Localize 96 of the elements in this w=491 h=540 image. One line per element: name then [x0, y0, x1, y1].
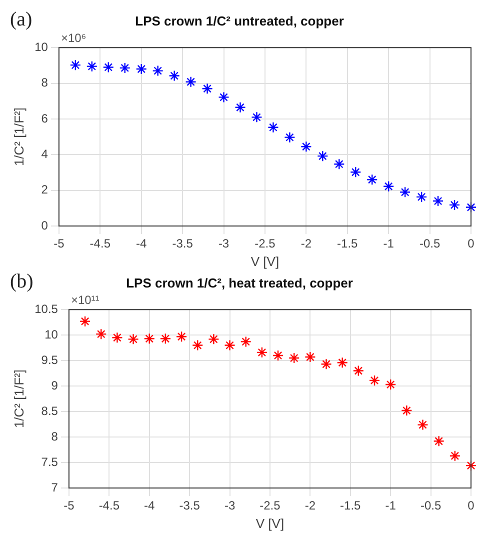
point [368, 374, 380, 386]
y-tick-label: 0 [41, 218, 48, 232]
point [79, 316, 91, 327]
text: ×10¹¹ [70, 292, 100, 307]
y-tick-label: 4 [41, 146, 48, 161]
y-tick-label: 9.5 [41, 352, 58, 367]
point [202, 83, 213, 94]
text: ×10⁶ [60, 30, 86, 45]
x-tick-label: -3 [218, 236, 230, 251]
point [208, 334, 220, 345]
y-tick-label: 2 [41, 182, 48, 197]
y-tick-label: 10 [34, 40, 48, 54]
point [119, 62, 130, 74]
x-tick-label: 0 [468, 498, 475, 513]
x-axis-title: V [V] [256, 516, 284, 531]
x-tick-label: -4.5 [98, 498, 120, 513]
x-tick-label: -1.5 [337, 236, 358, 251]
point [336, 357, 348, 368]
y-tick-label: 10.5 [34, 302, 58, 316]
point [304, 351, 316, 363]
point [401, 404, 412, 416]
chart-title: LPS crown 1/C² untreated, copper [135, 13, 344, 28]
point [350, 166, 362, 178]
point [96, 328, 107, 340]
x-tick-label: -0.5 [420, 498, 442, 513]
x-axis-title: V [V] [250, 254, 280, 269]
x-tick-label: -3.5 [179, 498, 200, 513]
x-tick-label: -5 [64, 498, 75, 513]
point [224, 340, 236, 351]
point [288, 352, 300, 364]
point [366, 174, 378, 186]
x-tick-label: -0.5 [419, 236, 440, 251]
x-tick-label: -4 [136, 236, 148, 251]
x-tick-label: -1 [383, 236, 394, 251]
x-tick-label: -1 [385, 498, 396, 513]
point [128, 334, 139, 345]
x-tick-label: -2.5 [260, 498, 281, 513]
y-tick-label: 9 [51, 378, 58, 392]
x-tick-label: -2 [300, 236, 312, 251]
point [382, 180, 394, 192]
point [70, 59, 82, 71]
y-tick-label: 6 [41, 111, 48, 126]
point [465, 460, 477, 472]
point [176, 331, 188, 342]
point [416, 191, 428, 203]
y-tick-label: 8 [41, 76, 48, 90]
point [218, 92, 230, 103]
y-tick-label: 10 [44, 327, 58, 342]
point [136, 63, 147, 75]
point [256, 346, 268, 358]
point [152, 65, 164, 76]
x-tick-label: 0 [468, 236, 475, 251]
y-tick-label: 8 [51, 429, 58, 444]
point [284, 132, 296, 143]
point [251, 112, 262, 123]
x-tick-label: -4 [144, 498, 156, 513]
text: (a) [10, 8, 32, 30]
x-tick-label: -5 [54, 236, 65, 251]
point [317, 150, 328, 162]
y-tick-label: 8.5 [41, 404, 58, 418]
point [399, 186, 411, 198]
point [320, 358, 332, 370]
point [160, 333, 172, 344]
y-axis-title: 1/C² [1/F²] [11, 370, 26, 428]
x-tick-label: -4.5 [90, 236, 111, 251]
point [432, 195, 444, 207]
point [268, 122, 279, 133]
x-tick-label: -2.5 [254, 236, 276, 251]
point [300, 141, 312, 152]
x-tick-label: -1.5 [340, 498, 362, 513]
point [168, 70, 180, 82]
y-tick-label: 7.5 [41, 454, 58, 469]
text: (b) [10, 270, 34, 292]
y-tick-label: 7 [51, 480, 58, 494]
point [272, 350, 284, 362]
point [433, 436, 444, 447]
y-axis-title: 1/C² [1/F²] [11, 108, 26, 166]
chart-title: LPS crown 1/C², heat treated, copper [126, 275, 353, 290]
point [417, 419, 428, 430]
x-tick-label: -2 [304, 498, 316, 513]
point [86, 60, 98, 72]
point [448, 199, 460, 211]
point [234, 102, 246, 113]
point [192, 340, 204, 351]
point [384, 378, 396, 390]
point [102, 62, 114, 73]
point [144, 333, 155, 344]
x-tick-label: -3 [224, 498, 236, 513]
point [352, 365, 364, 376]
point [112, 332, 123, 344]
x-tick-label: -3.5 [172, 236, 194, 251]
point [465, 202, 477, 213]
point [185, 76, 196, 88]
point [334, 158, 345, 170]
point [240, 336, 252, 348]
point [449, 450, 461, 462]
